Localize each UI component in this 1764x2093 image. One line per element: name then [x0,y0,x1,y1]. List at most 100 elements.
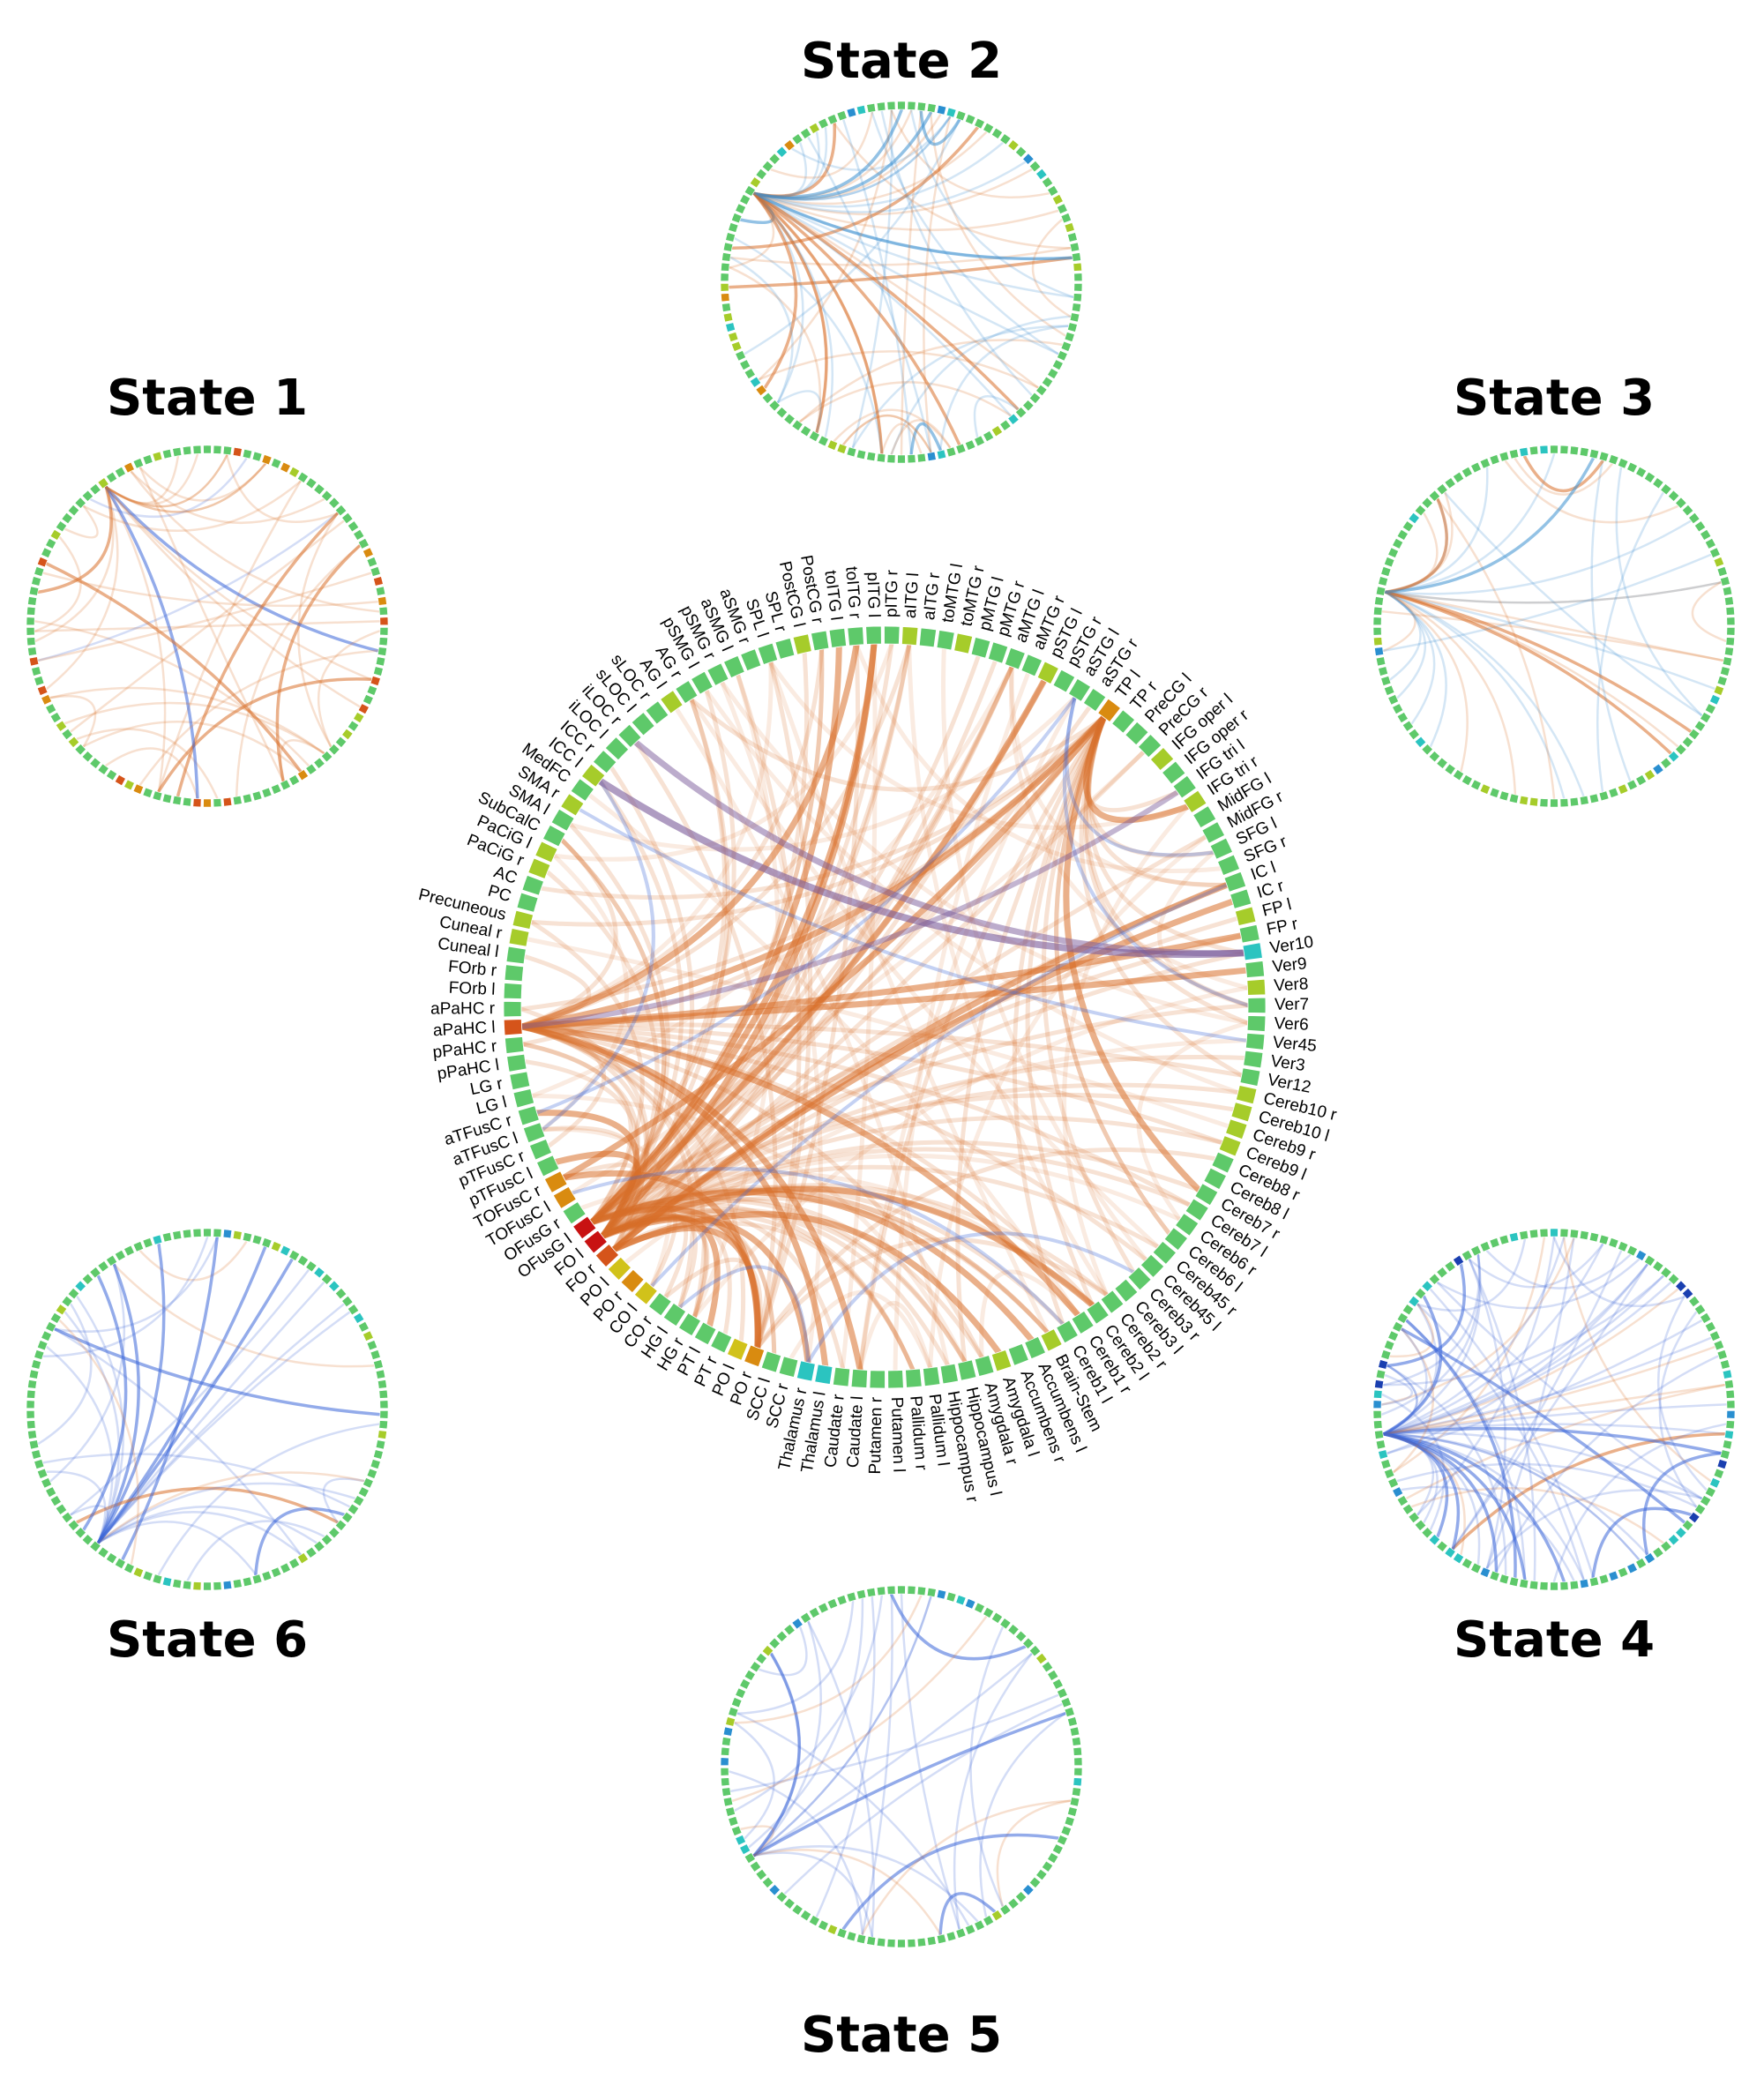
connection-link-143 [720,680,823,1365]
node-po-r-43 [744,1344,766,1368]
state-node [1378,1449,1388,1460]
state-node [31,1359,41,1370]
region-label-ver8-2: Ver8 [1274,975,1309,995]
node-cuneal-l-71 [505,946,527,965]
state-link [752,192,1059,355]
state-link [900,110,923,456]
state-link [752,1711,1067,1858]
state-node [1428,751,1441,763]
state-link [1382,1237,1566,1435]
state-node [1436,1540,1448,1552]
state-node [1064,222,1075,233]
state-link [157,480,302,793]
state-node [1489,787,1500,798]
state-node [1384,1340,1395,1351]
state-node [1461,466,1473,478]
state-node [1579,1579,1589,1589]
node-cereb7-r-14 [1194,1183,1219,1207]
state-node [720,1768,729,1776]
connection-link-136 [1009,664,1230,887]
state-node [1069,1797,1080,1807]
state-node [328,1527,340,1539]
state-node [132,783,145,795]
state-node [106,769,118,781]
node-cereb8-l-13 [1203,1167,1228,1191]
state-node [213,445,222,454]
state-node [964,1598,976,1610]
state-node [1709,547,1721,558]
state-link [1485,1489,1703,1569]
state-node [280,779,291,791]
state-node [61,1295,73,1308]
state-node [34,676,45,686]
state-node [222,445,233,456]
state-node [1660,1267,1672,1279]
state-node [270,783,282,795]
state-node [735,203,746,214]
state-node [1681,1519,1694,1532]
connection-link-118 [611,642,912,1252]
state-link [752,168,1033,216]
state-node [735,1687,746,1699]
state-node [182,1229,192,1239]
state-node [886,1585,896,1595]
state-node [886,101,896,110]
state-link [890,315,1072,455]
state-node [288,1249,301,1261]
state-node [375,586,386,596]
connection-link-147 [570,750,1146,1196]
state-link [973,395,1020,438]
state-node [999,1903,1012,1916]
state-node [1067,1716,1078,1727]
state-link [70,1268,310,1516]
state-node [783,413,796,425]
connection-link-144 [525,937,1230,1129]
state-node [1387,547,1399,558]
state-node [722,242,734,252]
region-label-putamen-l-35: Putamen l [887,1396,908,1472]
state-link [880,110,1033,396]
connection-link-148 [857,695,1078,1372]
state-node [936,105,947,116]
connection-link-126 [736,672,802,1350]
state-link [1384,591,1422,681]
state-link [1382,591,1416,653]
state-node [1559,798,1569,808]
state-link [1380,1237,1575,1406]
region-label-pitg-l-100: pITG l [863,572,883,617]
state-node [1559,1228,1569,1237]
state-node [61,1511,73,1524]
state-link [225,454,339,523]
node-ofusg-l-55 [572,1215,597,1240]
state-node [1007,1624,1020,1636]
connection-link-117 [611,664,1014,1252]
state-node [1704,1321,1716,1333]
state-node [1713,684,1724,696]
state-node [27,1379,37,1389]
state-link [1382,1336,1712,1435]
region-label-caudate-l-37: Caudate l [844,1395,867,1469]
state-node [1529,1580,1539,1590]
state-node [28,1439,40,1450]
state-node [378,637,388,647]
state-node [1713,1340,1724,1351]
state-node [1693,1304,1707,1316]
node-accumbens-r-28 [1007,1342,1029,1366]
connection-link-60 [589,678,1047,1225]
node-cereb8-r-12 [1211,1151,1235,1174]
state-node [1401,1503,1415,1515]
state-node [1380,676,1392,686]
state-node [1401,1304,1415,1316]
state-node [1022,1637,1035,1649]
node-pallidum-l-33 [922,1366,941,1387]
connection-link-157 [624,1038,1249,1265]
state-node [721,1787,731,1797]
state-node [731,1825,743,1836]
state-node [31,1449,41,1460]
state-node [1067,322,1078,333]
state-link [37,512,339,662]
node-spl-r-95 [774,638,796,660]
state-node [999,419,1012,431]
connection-link-161 [540,1126,673,1289]
connection-link-110 [689,697,1107,792]
